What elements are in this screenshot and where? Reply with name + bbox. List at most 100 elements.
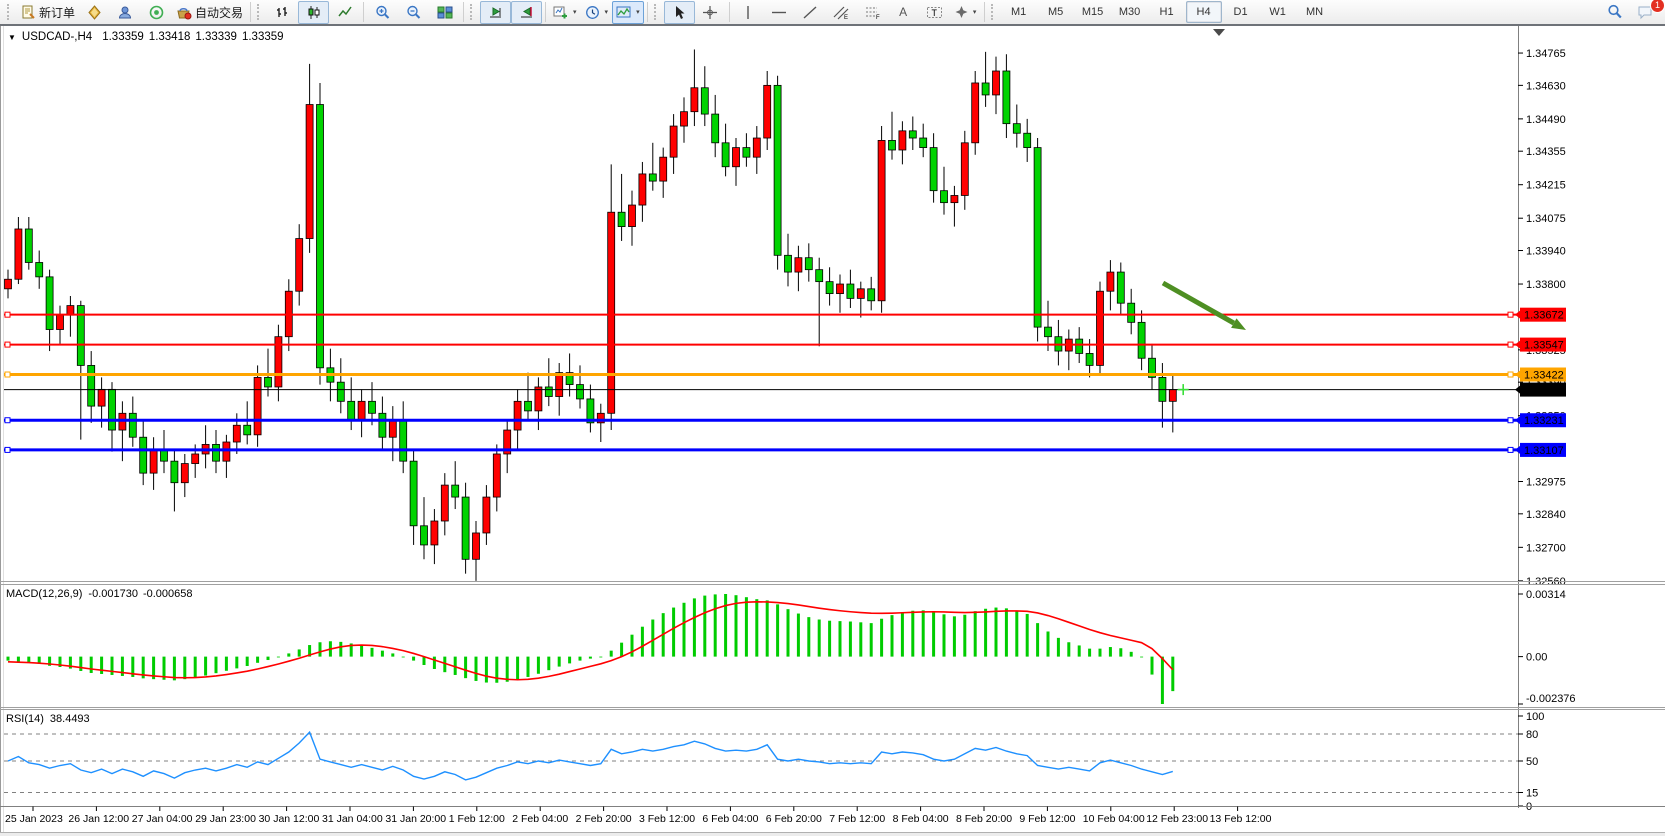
auto-scroll-icon <box>489 6 501 17</box>
candle-chart-ic <box>308 5 320 19</box>
svg-text:E: E <box>844 15 848 20</box>
label-tool[interactable]: T <box>919 1 950 24</box>
svg-text:2 Feb 20:00: 2 Feb 20:00 <box>576 813 632 825</box>
data-window-button[interactable] <box>110 1 141 24</box>
timeframe-M30[interactable]: M30 <box>1118 6 1141 18</box>
line-chart-icon <box>337 6 352 16</box>
toolbar-grip[interactable] <box>990 4 998 20</box>
svg-text:1 Feb 12:00: 1 Feb 12:00 <box>449 813 505 825</box>
macd-panel: 0.00314 0.00 -0.002376 <box>6 589 1576 705</box>
arrows-tool[interactable]: ▾ <box>950 1 981 24</box>
svg-text:1.33359: 1.33359 <box>1524 385 1564 397</box>
timeframe-M15[interactable]: M15 <box>1081 6 1104 18</box>
crosshair-button[interactable] <box>695 1 726 24</box>
trendline-tool[interactable] <box>795 1 826 24</box>
resistance-line-1[interactable] <box>4 311 1518 318</box>
macd-signal-value: -0.000658 <box>143 588 193 600</box>
toolbar-grip[interactable] <box>470 4 477 20</box>
svg-text:7 Feb 12:00: 7 Feb 12:00 <box>829 813 885 825</box>
navigator-icon <box>149 5 164 19</box>
rsi-value: 38.4493 <box>50 713 90 725</box>
svg-text:1.33800: 1.33800 <box>1526 279 1566 291</box>
time-axis[interactable]: 25 Jan 2023 26 Jan 12:00 27 Jan 04:00 29 Ja… <box>0 806 1665 826</box>
timeframe-M5[interactable]: M5 <box>1047 6 1064 18</box>
timeframe-W1[interactable]: W1 <box>1269 6 1286 18</box>
support-line-1[interactable] <box>4 417 1518 424</box>
toolbar-separator <box>545 2 547 22</box>
support-line-2[interactable] <box>4 446 1518 453</box>
new-chart-button[interactable]: ▾ <box>549 1 581 24</box>
toolbar-separator <box>250 2 252 22</box>
candle-chart-button[interactable] <box>298 0 330 24</box>
dropdown-arrow-icon: ▾ <box>573 9 577 16</box>
macd-indicator-label: MACD(12,26,9) -0.001730 -0.000658 <box>6 588 193 600</box>
svg-text:1.33107: 1.33107 <box>1524 445 1564 457</box>
timeframe-D1[interactable]: D1 <box>1233 6 1248 18</box>
new-chart-icon <box>553 6 568 18</box>
window-bottom-strip <box>0 833 1665 836</box>
svg-text:1.34355: 1.34355 <box>1526 146 1566 158</box>
toolbar-grip[interactable] <box>653 4 661 20</box>
timeframe-MN[interactable]: MN <box>1306 6 1324 18</box>
arrows-tool-icon <box>955 5 968 18</box>
svg-text:29 Jan 23:00: 29 Jan 23:00 <box>195 813 256 825</box>
template-button[interactable]: ▾ <box>612 0 644 24</box>
period-button[interactable]: ▾ <box>581 1 613 24</box>
autotrade-button[interactable]: 自动交易 <box>172 1 247 24</box>
ohlc-low: 1.33339 <box>195 31 237 43</box>
svg-text:50: 50 <box>1526 756 1538 768</box>
vertical-line-tool[interactable] <box>733 1 764 24</box>
new-order-button[interactable]: 新订单 <box>17 1 79 24</box>
svg-text:31 Jan 20:00: 31 Jan 20:00 <box>385 813 446 825</box>
main-toolbar: 新订单 自动交易 ▾ <box>0 0 1665 26</box>
svg-text:1.34215: 1.34215 <box>1526 180 1566 192</box>
market-watch-icon <box>88 4 101 20</box>
pivot-line[interactable] <box>4 371 1518 378</box>
rsi-indicator-label: RSI(14) 38.4493 <box>6 713 90 725</box>
channel-tool[interactable]: E <box>826 1 857 24</box>
market-watch-button[interactable] <box>79 1 110 24</box>
timeframe-H1[interactable]: H1 <box>1159 6 1174 18</box>
community-chat-button[interactable]: 1 <box>1630 0 1665 24</box>
svg-text:0.00314: 0.00314 <box>1526 589 1566 601</box>
chart-shift-marker[interactable] <box>1213 29 1225 36</box>
toolbar-grip[interactable] <box>257 4 264 20</box>
fibonacci-tool[interactable]: F <box>857 1 888 24</box>
toolbar-grip[interactable] <box>7 4 14 20</box>
zoom-out-button[interactable] <box>398 1 429 24</box>
cursor-button[interactable] <box>663 0 695 24</box>
tile-windows-button[interactable] <box>429 1 460 24</box>
rsi-panel: 1008050150 <box>4 711 1544 813</box>
svg-text:12 Feb 23:00: 12 Feb 23:00 <box>1146 813 1208 825</box>
timeframe-group: M1 M5 M15 M30 H1 H4 D1 W1 MN <box>1001 1 1333 23</box>
chart-plot[interactable] <box>4 26 1518 583</box>
search-button[interactable] <box>1599 1 1630 24</box>
dropdown-arrow-icon: ▾ <box>972 9 977 16</box>
chart-title: ▼ USDCAD-,H4 1.33359 1.33418 1.33339 1.33359 <box>8 31 284 43</box>
bar-chart-button[interactable] <box>267 1 298 24</box>
timeframe-M1[interactable]: M1 <box>1010 6 1027 18</box>
label-tool-icon: T <box>926 6 942 18</box>
line-chart-button[interactable] <box>329 1 360 24</box>
svg-text:F: F <box>876 15 880 20</box>
sell-arrow-annotation[interactable] <box>1161 280 1246 330</box>
horizontal-line-tool[interactable] <box>764 1 795 24</box>
chart-canvas[interactable]: 1.34765 1.34630 1.34490 1.34355 1.34215 1.340… <box>0 26 1665 836</box>
svg-text:1.33940: 1.33940 <box>1526 246 1566 258</box>
symbol-dropdown-icon: ▼ <box>8 33 16 42</box>
zoom-in-button[interactable] <box>367 1 398 24</box>
new-order-label: 新订单 <box>39 5 76 20</box>
svg-text:8 Feb 20:00: 8 Feb 20:00 <box>956 813 1012 825</box>
timeframe-H4[interactable]: H4 <box>1185 1 1222 23</box>
auto-scroll-button[interactable] <box>480 0 512 24</box>
svg-text:1.34075: 1.34075 <box>1526 213 1566 225</box>
resistance-line-2[interactable] <box>4 341 1518 348</box>
navigator-button[interactable] <box>141 1 172 24</box>
candles <box>4 49 1177 581</box>
svg-text:-0.002376: -0.002376 <box>1526 693 1576 705</box>
svg-text:6 Feb 04:00: 6 Feb 04:00 <box>702 813 758 825</box>
text-tool[interactable]: A <box>888 1 919 24</box>
dropdown-arrow-icon: ▾ <box>604 9 609 16</box>
svg-text:27 Jan 04:00: 27 Jan 04:00 <box>132 813 193 825</box>
chart-shift-button[interactable] <box>511 0 543 24</box>
